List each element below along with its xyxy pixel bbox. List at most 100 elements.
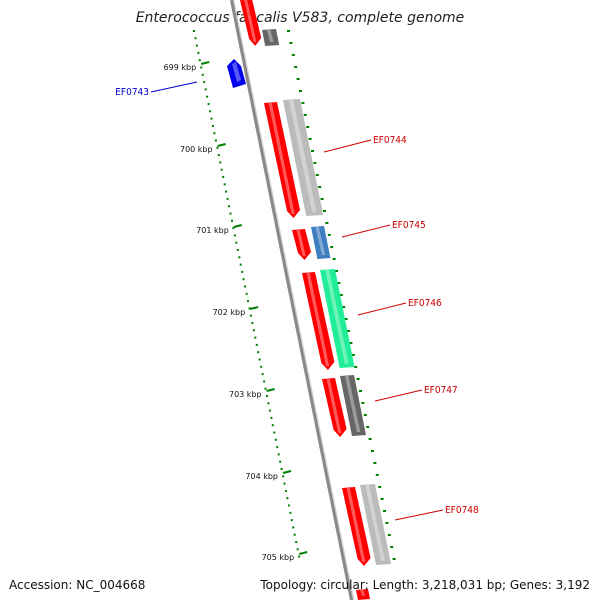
gene-top-cog-shine xyxy=(266,30,274,42)
gene-top-cog-body xyxy=(262,29,280,46)
ruler-dot xyxy=(239,263,242,266)
feature-dot xyxy=(380,498,384,500)
feature-dot xyxy=(327,234,331,236)
ruler-dot xyxy=(194,37,197,40)
ruler-dot xyxy=(286,497,289,500)
ruler-dot xyxy=(204,88,207,91)
gene-bottom-cds xyxy=(356,589,370,600)
gene-EF0747-cog xyxy=(340,375,366,436)
gene-label-EF0745: EF0745 xyxy=(392,220,426,231)
ruler-dot xyxy=(257,351,260,354)
ruler-dot xyxy=(277,453,280,456)
feature-dot xyxy=(303,114,307,116)
ruler-dot xyxy=(251,322,254,324)
gene-EF0743 xyxy=(227,59,246,88)
feature-dot xyxy=(291,54,295,56)
ruler-dot xyxy=(249,314,252,317)
feature-dot xyxy=(318,186,322,188)
ruler-dot xyxy=(295,541,298,543)
feature-dot xyxy=(366,426,370,428)
gene-EF0746-cds-shine xyxy=(306,273,330,366)
gene-EF0746-cog xyxy=(320,269,355,368)
gene-EF0746-cds xyxy=(302,272,335,370)
feature-dot xyxy=(311,150,314,152)
ruler-dot xyxy=(209,110,212,113)
feature-dot xyxy=(378,486,382,488)
gene-label-EF0743: EF0743 xyxy=(115,87,149,98)
gene-top-cds xyxy=(240,0,262,46)
ruler-dot xyxy=(226,197,229,200)
ruler-tick-label: 700 kbp xyxy=(180,145,213,154)
gene-EF0747-cds-shine xyxy=(326,379,342,433)
genome-backbone xyxy=(230,0,354,600)
ruler-dot xyxy=(225,190,228,193)
feature-dot xyxy=(296,78,300,80)
gene-EF0745-cog xyxy=(311,226,331,259)
ruler-tick-label: 699 kbp xyxy=(164,63,197,72)
feature-dot xyxy=(347,330,350,332)
feature-dot xyxy=(392,558,396,560)
gene-top-cds-body xyxy=(240,0,262,46)
ruler-dot xyxy=(289,511,292,514)
gene-EF0745-cog-shine xyxy=(315,227,326,255)
ruler-dot xyxy=(231,219,233,222)
ruler-dot xyxy=(282,475,285,478)
feature-dot xyxy=(335,270,338,272)
feature-dot xyxy=(323,210,326,212)
ruler-dot xyxy=(222,176,225,178)
ruler-dot xyxy=(212,124,214,127)
gene-EF0748-cds-body xyxy=(342,487,371,566)
ruler-dot xyxy=(217,154,220,157)
gene-EF0743-body xyxy=(227,59,246,88)
feature-dot xyxy=(301,102,305,104)
feature-dot xyxy=(344,318,348,320)
gene-EF0744-cog-shine xyxy=(288,100,317,212)
ruler-dot xyxy=(271,424,274,427)
ruler-tick-label: 701 kbp xyxy=(196,226,229,235)
ruler-tick xyxy=(217,143,226,147)
gene-label-leader xyxy=(374,389,423,402)
gene-EF0745-cog-body xyxy=(311,226,331,259)
gene-label-EF0746: EF0746 xyxy=(408,298,442,309)
ruler-dot xyxy=(298,555,301,558)
ruler-dot xyxy=(280,468,283,470)
feature-dot xyxy=(320,198,324,200)
ruler-dot xyxy=(223,183,226,186)
feature-dot xyxy=(390,546,394,548)
feature-dot xyxy=(368,438,372,440)
ruler-dot xyxy=(207,103,210,105)
ruler-dot xyxy=(195,44,198,47)
gene-EF0745-cds xyxy=(292,229,311,260)
ruler-dot xyxy=(285,489,287,492)
ruler-dot xyxy=(210,117,213,120)
feature-dot xyxy=(339,294,343,296)
ruler-dot xyxy=(268,409,271,412)
gene-EF0747-cog-shine xyxy=(344,376,361,432)
ruler-dot xyxy=(193,30,195,32)
ruler-dot xyxy=(255,343,258,346)
gene-top-cds-shine xyxy=(244,0,257,42)
ruler-dot xyxy=(292,526,295,529)
ruler-dot xyxy=(219,161,222,164)
feature-dot xyxy=(349,342,353,344)
gene-EF0746-cog-body xyxy=(320,269,355,368)
feature-dot xyxy=(315,174,319,176)
accession-text: Accession: NC_004668 xyxy=(9,578,146,592)
gene-EF0748-cds-shine xyxy=(346,488,366,562)
gene-EF0748-cog-body xyxy=(360,484,391,565)
ruler-dot xyxy=(203,81,206,84)
gene-EF0747-cds-body xyxy=(322,378,347,437)
feature-dot xyxy=(337,282,341,284)
ruler-dot xyxy=(214,139,217,142)
ruler-dot xyxy=(266,395,268,397)
ruler-dot xyxy=(293,533,296,536)
ruler-dot xyxy=(287,504,290,507)
gene-label-EF0744: EF0744 xyxy=(373,135,407,146)
ruler-tick xyxy=(249,306,259,310)
ruler-dot xyxy=(274,438,277,441)
feature-dot xyxy=(361,402,365,404)
gene-EF0747-cog-body xyxy=(340,375,366,436)
ruler-dot xyxy=(263,380,266,383)
feature-dot xyxy=(387,534,391,536)
ruler-dot xyxy=(232,227,235,230)
